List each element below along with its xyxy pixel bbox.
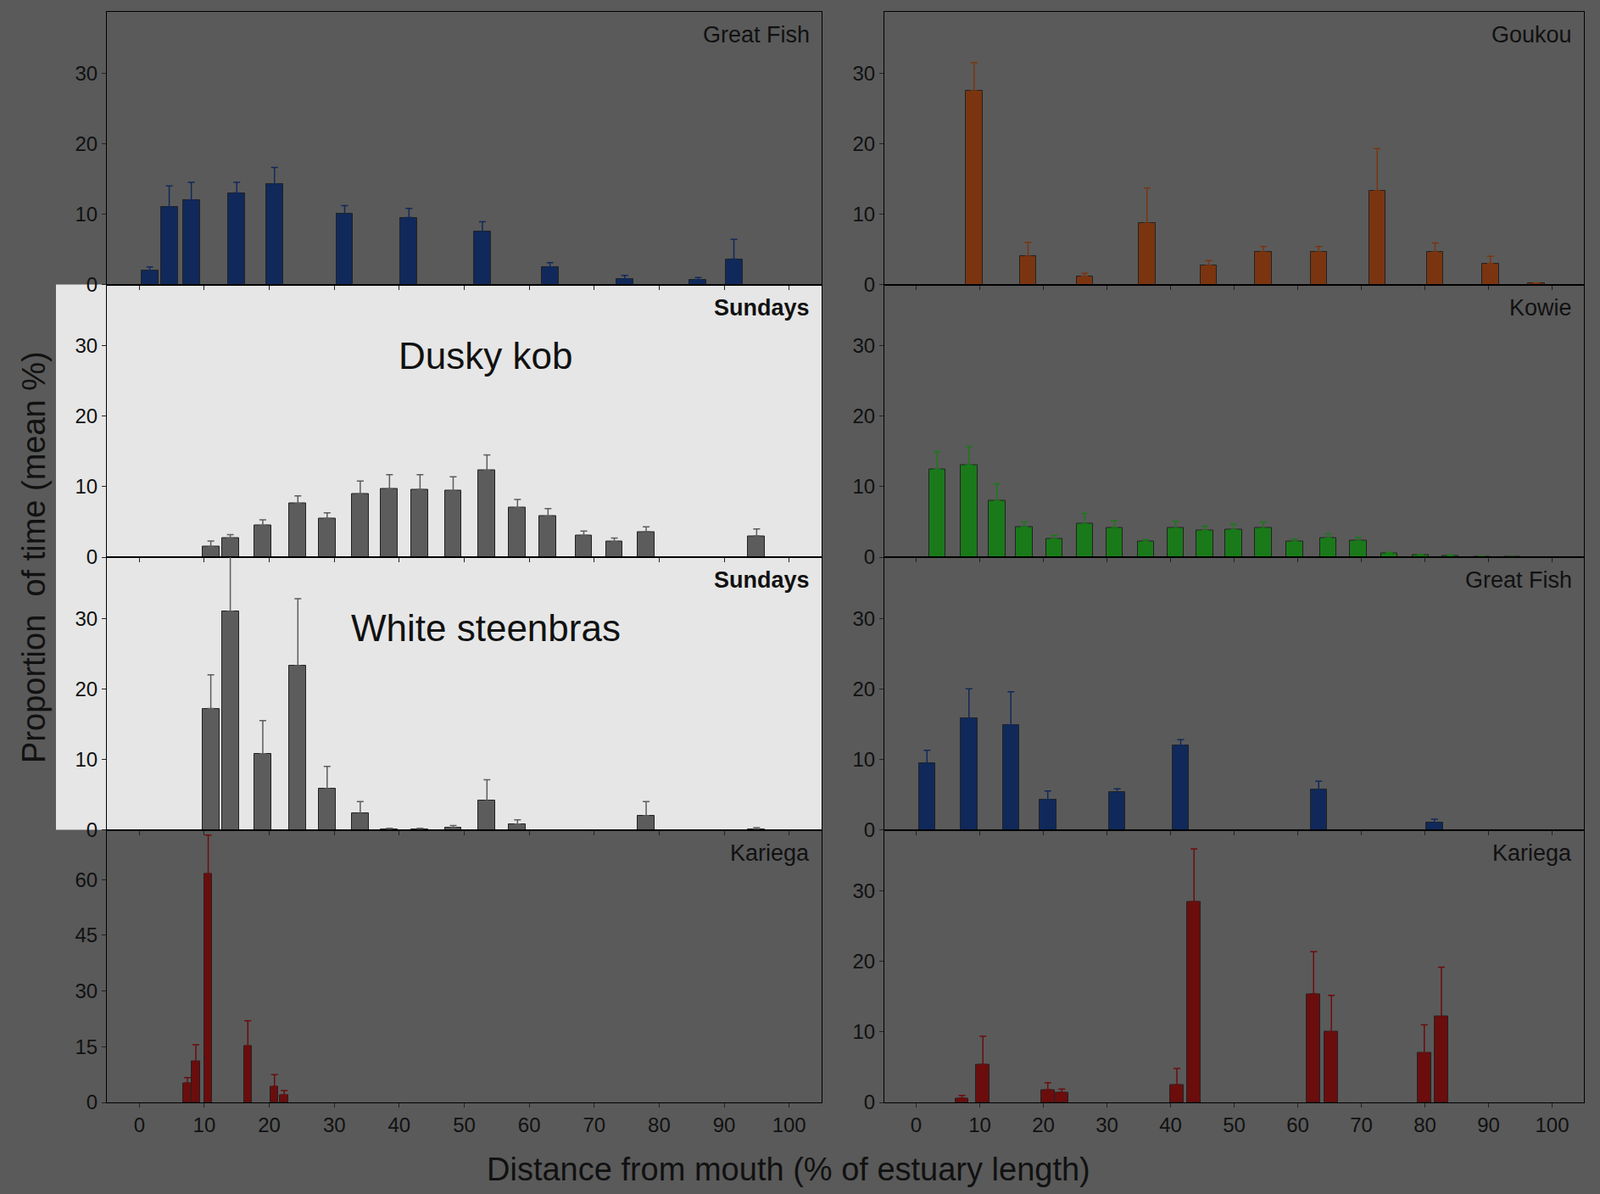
svg-text:10: 10 xyxy=(968,1113,992,1137)
svg-text:Great Fish: Great Fish xyxy=(1465,567,1573,593)
svg-text:0: 0 xyxy=(86,818,98,842)
svg-text:30: 30 xyxy=(852,334,876,357)
svg-text:30: 30 xyxy=(852,61,876,85)
svg-text:30: 30 xyxy=(852,879,876,903)
svg-text:0: 0 xyxy=(910,1113,922,1137)
svg-text:Dusky kob: Dusky kob xyxy=(398,334,573,377)
svg-text:90: 90 xyxy=(713,1113,736,1137)
svg-text:20: 20 xyxy=(74,132,98,156)
svg-text:Sundays: Sundays xyxy=(713,567,810,593)
svg-text:80: 80 xyxy=(1413,1113,1437,1137)
svg-text:0: 0 xyxy=(133,1113,145,1137)
svg-text:20: 20 xyxy=(852,132,876,156)
svg-text:10: 10 xyxy=(193,1113,217,1137)
svg-text:30: 30 xyxy=(74,334,98,357)
svg-text:White steenbras: White steenbras xyxy=(351,607,621,649)
svg-text:10: 10 xyxy=(852,474,876,498)
svg-text:50: 50 xyxy=(1222,1113,1246,1137)
svg-text:20: 20 xyxy=(257,1113,281,1137)
svg-text:30: 30 xyxy=(323,1113,346,1137)
svg-text:60: 60 xyxy=(1286,1113,1310,1137)
svg-text:100: 100 xyxy=(1534,1113,1569,1137)
svg-text:50: 50 xyxy=(452,1113,476,1137)
svg-text:Kariega: Kariega xyxy=(1492,840,1573,866)
svg-text:70: 70 xyxy=(1349,1113,1373,1137)
svg-text:Kowie: Kowie xyxy=(1509,295,1573,321)
svg-text:0: 0 xyxy=(86,545,98,569)
svg-text:Sundays: Sundays xyxy=(713,295,810,321)
svg-text:Kariega: Kariega xyxy=(730,840,810,866)
svg-text:40: 40 xyxy=(1159,1113,1182,1137)
svg-text:Proportion of time (mean %): Proportion of time (mean %) xyxy=(16,351,52,764)
svg-text:20: 20 xyxy=(74,677,98,701)
svg-text:10: 10 xyxy=(74,202,98,226)
svg-text:10: 10 xyxy=(74,747,98,771)
svg-text:30: 30 xyxy=(74,607,98,630)
svg-text:20: 20 xyxy=(1031,1113,1055,1137)
svg-text:10: 10 xyxy=(852,1020,876,1043)
svg-text:10: 10 xyxy=(74,474,98,498)
svg-text:0: 0 xyxy=(864,273,876,296)
svg-text:100: 100 xyxy=(772,1113,807,1137)
svg-text:0: 0 xyxy=(864,1090,876,1114)
svg-text:30: 30 xyxy=(74,61,98,85)
svg-text:0: 0 xyxy=(864,545,876,569)
svg-text:30: 30 xyxy=(1095,1113,1119,1137)
svg-text:20: 20 xyxy=(852,949,876,973)
svg-text:Goukou: Goukou xyxy=(1491,22,1573,48)
svg-text:20: 20 xyxy=(74,404,98,428)
svg-text:45: 45 xyxy=(74,923,98,947)
svg-text:90: 90 xyxy=(1477,1113,1500,1137)
svg-text:60: 60 xyxy=(74,868,98,892)
svg-text:15: 15 xyxy=(74,1035,98,1059)
svg-text:40: 40 xyxy=(388,1113,412,1137)
svg-text:70: 70 xyxy=(582,1113,606,1137)
svg-text:Great Fish: Great Fish xyxy=(702,22,810,48)
svg-text:0: 0 xyxy=(86,273,98,296)
svg-text:Distance from mouth (% of estu: Distance from mouth (% of estuary length… xyxy=(486,1151,1091,1188)
svg-text:10: 10 xyxy=(852,202,876,226)
svg-text:0: 0 xyxy=(864,818,876,842)
svg-text:20: 20 xyxy=(852,404,876,428)
svg-text:30: 30 xyxy=(852,607,876,630)
svg-text:60: 60 xyxy=(518,1113,541,1137)
svg-text:20: 20 xyxy=(852,677,876,701)
svg-text:80: 80 xyxy=(647,1113,671,1137)
svg-text:10: 10 xyxy=(852,747,876,771)
svg-text:0: 0 xyxy=(86,1090,98,1114)
svg-text:30: 30 xyxy=(74,979,98,1003)
